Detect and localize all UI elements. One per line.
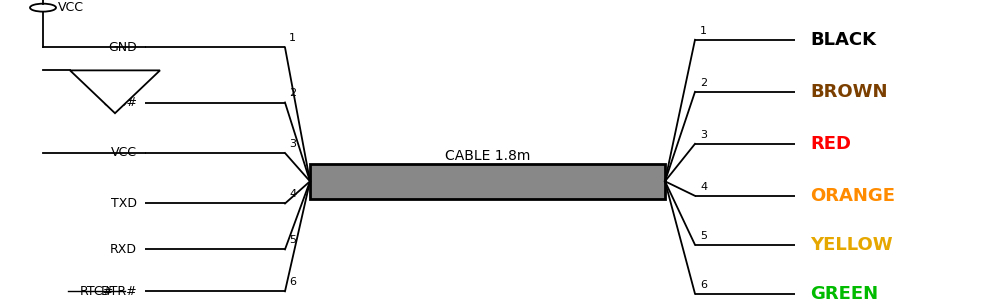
Text: RXD: RXD — [110, 243, 137, 256]
Text: RTC#: RTC# — [79, 285, 114, 298]
Text: 1: 1 — [289, 33, 296, 43]
FancyBboxPatch shape — [310, 164, 665, 199]
Text: 3: 3 — [289, 139, 296, 149]
Text: 5: 5 — [289, 235, 296, 245]
Text: 2: 2 — [700, 78, 707, 88]
Text: CTS#: CTS# — [102, 96, 137, 109]
Text: GND: GND — [108, 41, 137, 54]
Text: 4: 4 — [289, 189, 296, 199]
Text: DTR#: DTR# — [100, 285, 137, 298]
Text: 6: 6 — [700, 280, 707, 289]
Text: 1: 1 — [700, 26, 707, 35]
Polygon shape — [70, 70, 160, 113]
Text: BROWN: BROWN — [810, 83, 888, 101]
Text: 6: 6 — [289, 277, 296, 287]
Text: 4: 4 — [700, 182, 707, 192]
Text: 2: 2 — [289, 88, 296, 98]
Text: VCC: VCC — [58, 1, 84, 14]
Text: YELLOW: YELLOW — [810, 236, 893, 254]
Text: VCC: VCC — [111, 147, 137, 159]
Text: 5: 5 — [700, 231, 707, 241]
Text: BLACK: BLACK — [810, 31, 876, 49]
Text: GREEN: GREEN — [810, 285, 878, 303]
Text: RED: RED — [810, 135, 851, 153]
Text: 3: 3 — [700, 130, 707, 140]
Text: TXD: TXD — [111, 197, 137, 210]
Text: ORANGE: ORANGE — [810, 187, 895, 205]
Text: CABLE 1.8m: CABLE 1.8m — [445, 149, 531, 163]
